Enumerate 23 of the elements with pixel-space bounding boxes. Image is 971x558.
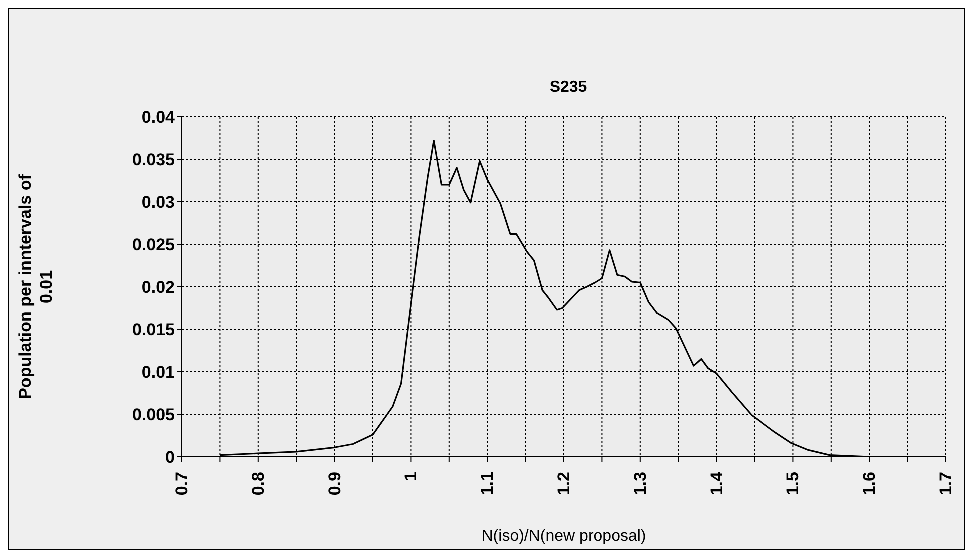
x-tick-label: 1.5 [784, 472, 803, 496]
x-tick-label: 1.3 [630, 472, 650, 496]
y-tick-label: 0 [166, 448, 175, 468]
x-tick-label: 1.6 [860, 472, 880, 496]
y-axis-title: Population per inntervals of 0.01 [16, 174, 56, 400]
y-tick-label: 0.015 [132, 320, 175, 340]
y-tick-label: 0.025 [132, 236, 175, 255]
y-tick-label: 0.02 [142, 278, 175, 298]
x-tick-label: 1.2 [554, 472, 574, 496]
x-tick-label: 0.9 [325, 472, 344, 496]
x-tick-label: 0.7 [172, 472, 192, 496]
x-tick-label: 0.8 [248, 472, 268, 496]
y-tick-label: 0.035 [132, 150, 175, 170]
y-tick-label: 0.04 [142, 108, 176, 128]
x-tick-label: 1.7 [936, 472, 956, 496]
x-tick-label: 1.4 [707, 471, 726, 496]
x-axis-title: N(iso)/N(new proposal) [482, 528, 646, 545]
y-tick-label: 0.01 [142, 363, 175, 382]
y-tick-label: 0.005 [132, 406, 175, 425]
y-tick-label: 0.03 [142, 193, 175, 212]
x-tick-label: 1.1 [478, 472, 498, 496]
chart-title: S235 [548, 79, 588, 97]
x-tick-label: 1 [402, 472, 421, 482]
